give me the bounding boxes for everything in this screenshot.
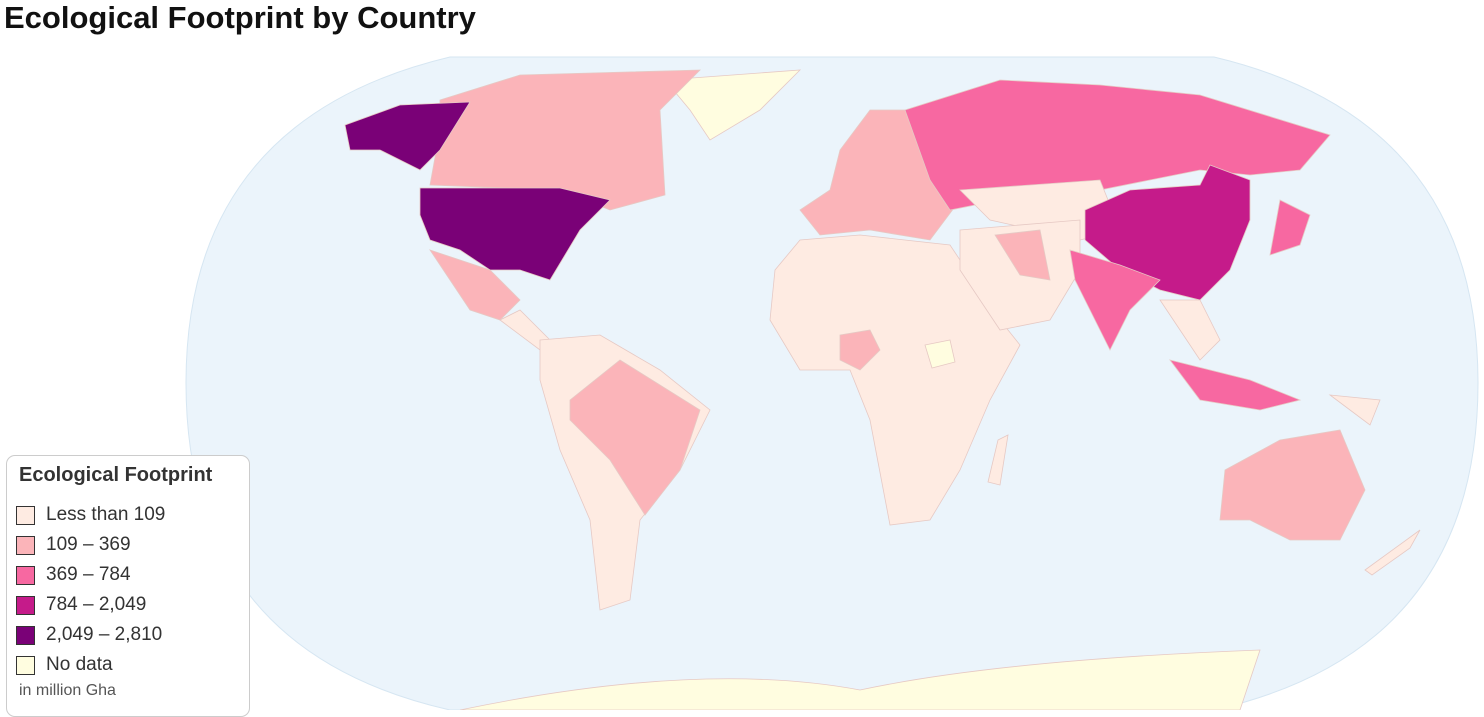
alaska [344,101,471,171]
madagascar [987,434,1009,486]
australia [1219,429,1366,541]
legend-label: 109 – 369 [46,534,131,555]
countries [344,69,1421,710]
legend-note: in million Gha [19,682,116,699]
greenland [664,69,802,141]
legend-item: 2,049 – 2,810 [16,620,176,650]
legend-item: 109 – 369 [16,530,176,560]
legend-swatch [16,655,35,675]
japan [1269,199,1311,256]
legend-swatch [16,595,35,615]
legend-swatch [16,505,35,525]
africa [769,234,1021,526]
indonesia [1169,359,1302,411]
south-sudan [924,339,956,369]
new-zealand [1364,529,1421,576]
papua-new-guinea [1328,394,1381,426]
iran [994,229,1051,281]
usa [419,187,611,281]
legend: Ecological Footprint Less than 109 109 – … [6,455,250,717]
legend-item: Less than 109 [16,500,176,530]
legend-swatch [16,565,35,585]
map-title: Ecological Footprint by Country [4,0,476,35]
legend-label: 784 – 2,049 [46,594,147,615]
southeast-asia [1159,299,1221,361]
legend-title: Ecological Footprint [19,464,213,486]
brazil [569,359,701,516]
legend-label: Less than 109 [46,504,166,525]
canada [429,69,701,211]
legend-label: No data [46,654,113,675]
nigeria [839,329,881,371]
legend-label: 369 – 784 [46,564,131,585]
legend-item: No data [16,650,176,680]
india [1069,249,1161,351]
russia [904,79,1331,211]
legend-items: Less than 109 109 – 369 369 – 784 784 – 2,0… [16,500,176,680]
legend-item: 784 – 2,049 [16,590,176,620]
legend-item: 369 – 784 [16,560,176,590]
legend-swatch [16,535,35,555]
antarctica [459,649,1261,710]
legend-swatch [16,625,35,645]
legend-label: 2,049 – 2,810 [46,624,163,645]
